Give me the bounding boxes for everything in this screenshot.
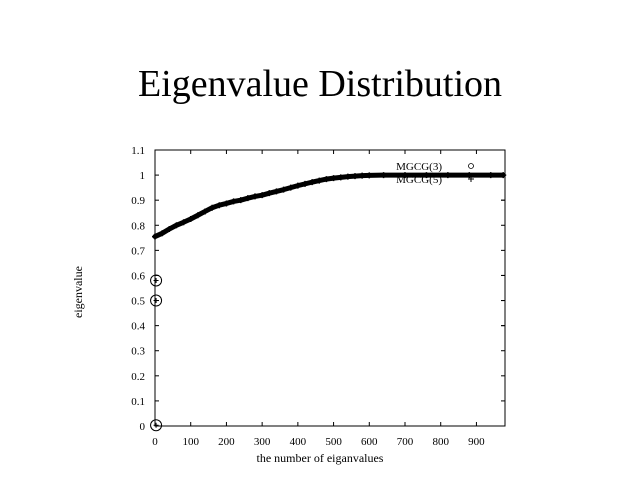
y-tick-label: 0.3 (131, 346, 145, 358)
data-point-mgcg5 (466, 172, 473, 179)
y-tick-label: 0.7 (131, 245, 145, 257)
chart-title: Eigenvalue Distribution (137, 63, 503, 105)
data-point-mgcg3-plus (153, 422, 159, 428)
legend: MGCG(3)MGCG(5) (396, 161, 474, 186)
x-tick-label: 200 (218, 436, 235, 448)
y-tick-label: 0.4 (131, 321, 145, 333)
axes (154, 149, 506, 427)
data-point-mgcg5 (344, 173, 351, 180)
data-point-mgcg5 (202, 208, 208, 215)
data-point-mgcg5 (323, 176, 330, 183)
data-point-mgcg5 (152, 233, 158, 240)
y-tick-label: 0.5 (131, 296, 145, 308)
data-point-mgcg5 (402, 172, 408, 179)
x-tick-label: 900 (468, 436, 485, 448)
data-point-mgcg5 (244, 195, 251, 202)
y-tick-label: 1 (140, 170, 146, 182)
y-tick-label: 0.8 (131, 220, 145, 232)
x-axis-label: the number of eiganvalues (257, 451, 384, 465)
x-tick-label: 100 (182, 436, 199, 448)
data-point-mgcg5 (294, 182, 301, 189)
legend-marker-plus (468, 176, 474, 182)
data-point-mgcg3 (150, 274, 163, 287)
data-point-mgcg5 (309, 179, 316, 186)
y-axis-label: eigenvalue (71, 266, 85, 318)
legend-marker-circle (468, 163, 474, 169)
data-point-mgcg5 (180, 219, 187, 226)
data-series (150, 172, 507, 432)
data-point-mgcg3-plus (153, 298, 159, 304)
data-point-mgcg5 (366, 172, 373, 179)
data-point-mgcg5 (352, 173, 358, 180)
data-point-mgcg5 (380, 172, 387, 179)
x-tick-label: 600 (361, 436, 378, 448)
y-tick-label: 0.9 (131, 195, 145, 207)
data-point-mgcg5 (359, 172, 366, 179)
y-tick-label: 0.6 (131, 270, 145, 282)
data-point-mgcg5 (173, 222, 180, 229)
data-point-mgcg5 (266, 190, 273, 197)
plot-frame (154, 149, 506, 427)
data-point-mgcg5 (423, 172, 430, 179)
legend-label: MGCG(3) (396, 161, 442, 173)
y-tick-label: 0.2 (131, 371, 145, 383)
data-point-mgcg5 (223, 200, 230, 207)
x-tick-label: 300 (254, 436, 271, 448)
data-point-mgcg5 (159, 230, 166, 237)
data-point-mgcg5 (500, 172, 507, 179)
x-tick-label: 700 (397, 436, 414, 448)
data-point-mgcg3 (150, 419, 163, 432)
data-point-mgcg5 (194, 212, 201, 219)
x-tick-label: 500 (325, 436, 342, 448)
data-point-mgcg5 (316, 177, 323, 184)
data-point-mgcg5 (302, 180, 308, 187)
data-point-mgcg3 (150, 294, 163, 307)
x-tick-label: 400 (290, 436, 307, 448)
data-point-mgcg5 (237, 197, 244, 204)
data-point-mgcg5 (444, 172, 451, 179)
data-point-mgcg5 (187, 216, 194, 222)
data-point-mgcg5 (330, 175, 337, 182)
legend-label: MGCG(5) (396, 174, 442, 186)
y-tick-label: 0 (140, 421, 146, 433)
data-point-mgcg5 (280, 186, 287, 193)
data-point-mgcg5 (166, 226, 173, 233)
y-tick-label: 1.1 (131, 145, 145, 157)
data-point-mgcg5 (287, 184, 294, 191)
data-point-mgcg5 (216, 202, 223, 209)
series-line-mgcg5 (152, 172, 506, 240)
data-point-mgcg5 (230, 198, 237, 205)
data-point-mgcg5 (209, 204, 216, 211)
data-point-mgcg5 (273, 188, 280, 195)
data-point-mgcg5 (337, 174, 344, 181)
data-point-mgcg3-plus (153, 277, 159, 283)
x-tick-label: 800 (432, 436, 449, 448)
tick-labels: 0 0.1 0.2 0.3 0.4 0.5 0.6 0.7 0.8 0.9 1 1.1 0 100 200 3… (131, 145, 485, 448)
x-tick-label: 0 (152, 436, 158, 448)
y-tick-label: 0.1 (131, 396, 145, 408)
data-point-mgcg5 (487, 172, 494, 179)
data-point-mgcg5 (252, 193, 258, 200)
data-point-mgcg5 (259, 192, 266, 199)
